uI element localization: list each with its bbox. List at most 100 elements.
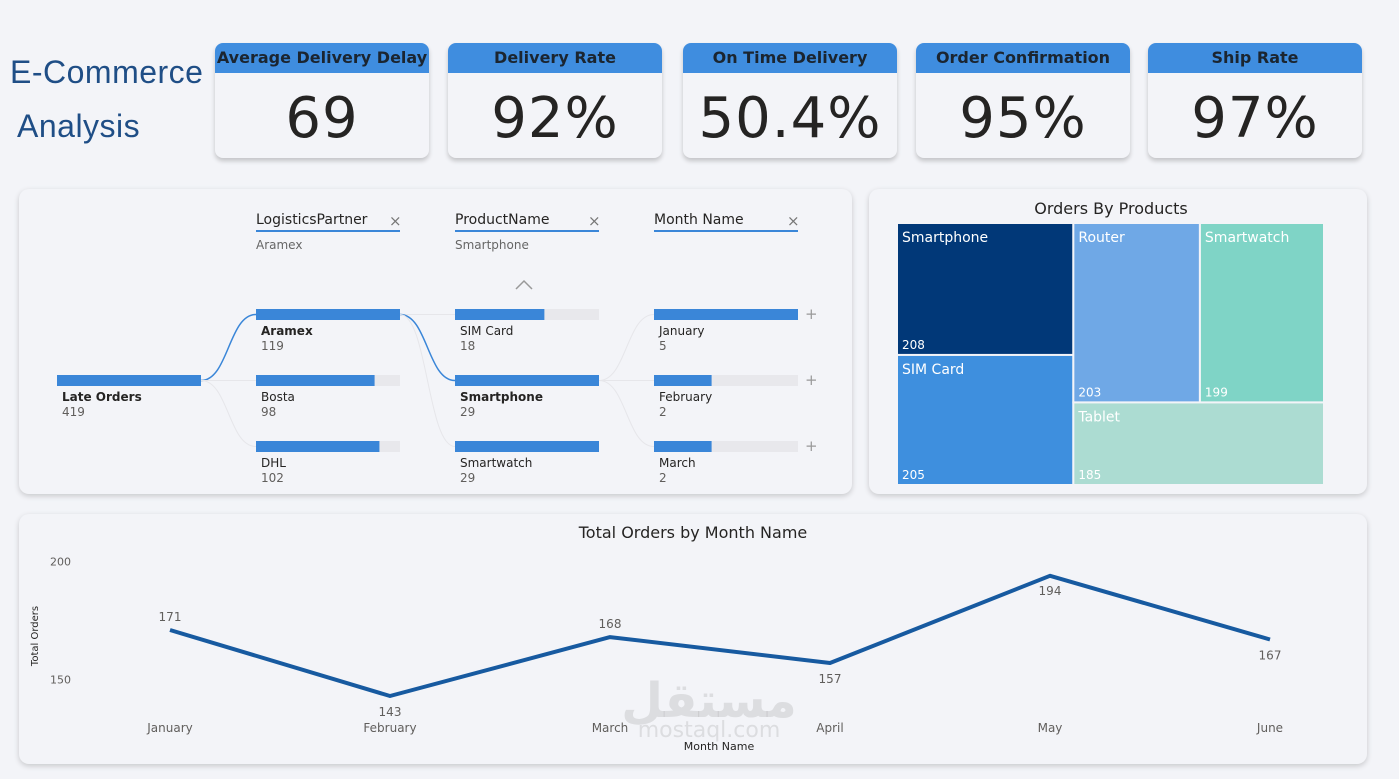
treemap-label: SIM Card [902,362,964,378]
chart-title: Total Orders by Month Name [578,523,808,542]
treemap-rect [896,222,1075,356]
tree-links [200,313,655,447]
node-bar [654,441,712,452]
treemap-cell-smartwatch[interactable]: Smartwatch 199 [1198,222,1326,404]
treemap-cell-sim-card[interactable]: SIM Card 205 [896,353,1075,486]
node-value: 2 [659,405,667,419]
tree-node-root[interactable]: Late Orders 419 [57,375,201,419]
title-line-2: Analysis [17,108,141,144]
expand-icon[interactable]: + [805,437,818,455]
tree-link [200,380,257,447]
node-label: Late Orders [62,390,142,404]
treemap-value: 205 [902,468,925,482]
tree-link-selected [399,313,456,382]
level-field-label: Month Name [654,212,744,228]
node-bar [455,309,545,320]
level-selected-value: Aramex [256,238,302,252]
x-tick-label: April [816,721,843,735]
node-bar-track [654,441,798,452]
x-tick-label: March [592,721,629,735]
node-value: 98 [261,405,276,419]
level-header-product-name[interactable]: ProductName × Smartphone [455,212,601,252]
node-value: 2 [659,471,667,485]
node-label: February [659,390,712,404]
level-header-month-name[interactable]: Month Name × [654,212,800,232]
kpi-value: 97% [1191,86,1319,151]
decomposition-tree: LogisticsPartner × Aramex ProductName × … [57,212,818,485]
treemap-rect [1072,401,1325,486]
treemap-value: 203 [1078,385,1101,399]
expand-icon[interactable]: + [805,371,818,389]
close-icon[interactable]: × [389,212,402,230]
treemap-cell-smartphone[interactable]: Smartphone 208 [896,222,1075,356]
node-bar-track [654,375,798,386]
node-value: 29 [460,471,475,485]
close-icon[interactable]: × [787,212,800,230]
kpi-value: 50.4% [698,86,882,151]
kpi-card-on-time-delivery: On Time Delivery 50.4% [683,43,897,158]
x-tick-label: May [1038,721,1063,735]
node-label: Aramex [261,324,313,338]
treemap-label: Tablet [1077,409,1120,425]
treemap-label: Smartphone [902,230,988,246]
expand-icon[interactable]: + [805,305,818,323]
total-orders-by-month-chart: Total Orders by Month Name Total Orders … [30,523,1283,753]
chevron-up-icon[interactable] [515,279,533,290]
treemap-rect [1198,222,1326,404]
node-value: 18 [460,339,475,353]
node-bar [654,309,798,320]
tree-link-selected [200,313,257,382]
level-field-label: LogisticsPartner [256,212,368,228]
y-axis-label: Total Orders [30,606,41,667]
kpi-value: 69 [285,86,359,151]
level-header-logistics-partner[interactable]: LogisticsPartner × Aramex [256,212,402,252]
data-label: 167 [1259,648,1282,662]
treemap-value: 185 [1078,468,1101,482]
tree-link [598,380,655,447]
kpi-card-order-confirmation: Order Confirmation 95% [916,43,1130,158]
x-tick-label: February [363,721,416,735]
data-label: 194 [1039,584,1062,598]
node-label: DHL [261,456,286,470]
kpi-label: Average Delivery Delay [215,43,429,73]
series-line [169,573,1271,698]
node-bar [455,375,599,386]
title-line-1: E-Commerce [10,54,204,90]
treemap-label: Smartwatch [1205,230,1289,246]
node-bar [256,375,375,386]
node-label: January [658,324,705,338]
node-label: SIM Card [460,324,513,338]
treemap-cell-tablet[interactable]: Tablet 185 [1072,401,1325,486]
decomposition-tree-panel: LogisticsPartner × Aramex ProductName × … [19,189,852,494]
kpi-label: Ship Rate [1148,43,1362,73]
chart-title: Orders By Products [1034,199,1188,218]
root-bar [57,375,201,386]
kpi-value: 95% [959,86,1087,151]
y-ticks: 150 200 [50,556,71,687]
node-label: Smartphone [460,390,543,404]
kpi-label: Delivery Rate [448,43,662,73]
level-field-label: ProductName [455,212,549,228]
data-label: 171 [159,610,182,624]
orders-by-products-panel: Orders By Products Smartphone 208 SIM Card… [869,189,1367,494]
node-value: 102 [261,471,284,485]
treemap-cells: Smartphone 208 SIM Card 205 Router 203 Smartwa… [896,222,1326,486]
close-icon[interactable]: × [588,212,601,230]
kpi-card-ship-rate: Ship Rate 97% [1148,43,1362,158]
node-label: March [659,456,696,470]
node-bar [256,441,380,452]
kpi-label: On Time Delivery [683,43,897,73]
dashboard-title: E-Commerce Analysis [10,50,215,148]
treemap-cell-router[interactable]: Router 203 [1072,222,1201,404]
level-selected-value: Smartphone [455,238,529,252]
